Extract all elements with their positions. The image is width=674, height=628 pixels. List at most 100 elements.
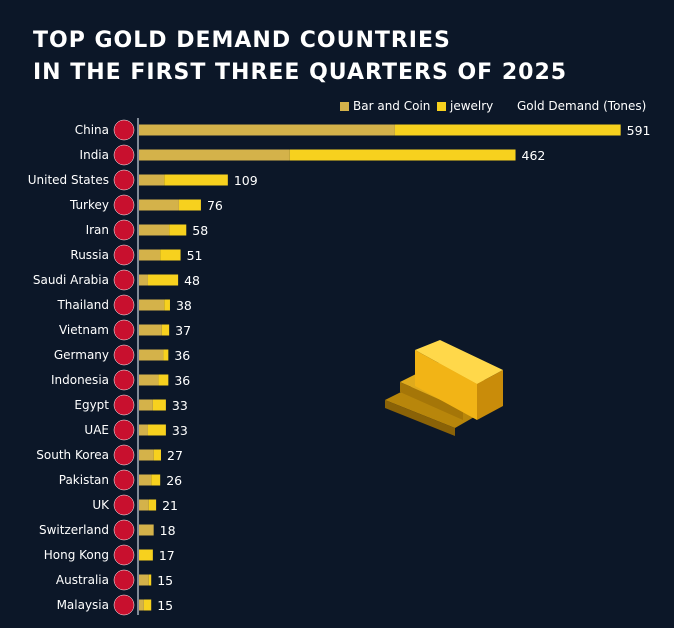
flag-icon (113, 394, 135, 416)
bar-bar-coin (139, 499, 149, 511)
category-label: Turkey (69, 198, 109, 212)
bar-bar-coin (139, 524, 154, 536)
legend-item-bar-coin: Bar and Coin (340, 99, 430, 113)
category-label: Indonesia (51, 373, 109, 387)
flag-icon (113, 344, 135, 366)
value-label: Gold Demand (Tones) (517, 99, 647, 113)
flag-icon (113, 144, 135, 166)
bar-bar-coin (139, 199, 179, 211)
bar-jewelry (148, 574, 152, 586)
flag-icon (113, 594, 135, 616)
data-label: 38 (176, 298, 192, 313)
category-label: Thailand (56, 298, 109, 312)
data-label: 76 (207, 198, 223, 213)
bar-jewelry (169, 224, 187, 236)
data-label: 36 (174, 373, 190, 388)
gold-bars-illustration (385, 340, 503, 436)
bar-jewelry (164, 299, 170, 311)
data-label: 58 (192, 223, 208, 238)
flag-icon (113, 469, 135, 491)
flag-icon (113, 369, 135, 391)
flag-icon (113, 319, 135, 341)
category-label: Iran (86, 223, 109, 237)
bar-jewelry (160, 249, 181, 261)
data-label: 21 (162, 498, 178, 513)
category-label: Vietnam (59, 323, 109, 337)
bar-bar-coin (139, 599, 144, 611)
bar-bar-coin (139, 474, 152, 486)
flag-icon (113, 494, 135, 516)
flag-icon (113, 269, 135, 291)
category-label: Saudi Arabia (33, 273, 109, 287)
bar-jewelry (151, 474, 161, 486)
bar-bar-coin (139, 174, 165, 186)
category-label: Australia (56, 573, 109, 587)
data-label: 462 (522, 148, 546, 163)
data-label: 15 (157, 598, 173, 613)
bar-bar-coin (139, 274, 148, 286)
bar-jewelry (289, 149, 516, 161)
flag-icon (113, 244, 135, 266)
bar-jewelry (163, 349, 169, 361)
bar-jewelry (178, 199, 201, 211)
bar-bar-coin (139, 149, 290, 161)
data-label: 18 (160, 523, 176, 538)
bar-jewelry (147, 274, 179, 286)
flag-icon (113, 194, 135, 216)
category-label: Pakistan (59, 473, 109, 487)
legend-item-jewelry: jewelry (437, 99, 493, 113)
data-label: 37 (175, 323, 191, 338)
bar-bar-coin (139, 449, 154, 461)
flag-icon (113, 169, 135, 191)
data-label: 15 (157, 573, 173, 588)
category-label: Hong Kong (44, 548, 109, 562)
bar-jewelry (394, 124, 621, 136)
bar-bar-coin (139, 299, 165, 311)
bar-jewelry (164, 174, 228, 186)
bar-bar-coin (139, 324, 162, 336)
data-label: 33 (172, 398, 188, 413)
legend-label: Bar and Coin (353, 99, 431, 113)
data-label: 591 (627, 123, 651, 138)
chart-subtitle: IN THE FIRST THREE QUARTERS OF 2025 (33, 60, 568, 85)
bar-jewelry (143, 599, 152, 611)
bar-jewelry (158, 374, 169, 386)
flag-icon (113, 119, 135, 141)
data-label: 33 (172, 423, 188, 438)
data-label: 27 (167, 448, 183, 463)
bar-bar-coin (139, 349, 164, 361)
bar-bar-coin (139, 424, 148, 436)
category-label: Germany (54, 348, 109, 362)
bar-jewelry (148, 499, 157, 511)
flag-icon (113, 419, 135, 441)
category-label: India (80, 148, 109, 162)
data-label: 109 (234, 173, 258, 188)
data-label: 36 (174, 348, 190, 363)
flag-icon (113, 219, 135, 241)
bar-jewelry (147, 424, 166, 436)
category-label: Malaysia (57, 598, 109, 612)
category-label: UAE (84, 423, 109, 437)
bar-bar-coin (139, 124, 395, 136)
data-label: 51 (187, 248, 203, 263)
bar-jewelry (139, 549, 153, 561)
flag-icon (113, 569, 135, 591)
flag-icon (113, 519, 135, 541)
bar-bar-coin (139, 399, 153, 411)
category-label: Egypt (74, 398, 109, 412)
bar-jewelry (153, 449, 162, 461)
category-label: Russia (70, 248, 109, 262)
bar-bar-coin (139, 224, 170, 236)
category-label: China (75, 123, 109, 137)
bar-bar-coin (139, 374, 159, 386)
category-label: UK (92, 498, 110, 512)
bar-jewelry (161, 324, 170, 336)
flag-icon (113, 444, 135, 466)
chart-title: TOP GOLD DEMAND COUNTRIES (33, 28, 451, 53)
data-label: 17 (159, 548, 175, 563)
flag-icon (113, 294, 135, 316)
data-label: 26 (166, 473, 182, 488)
bar-bar-coin (139, 574, 149, 586)
